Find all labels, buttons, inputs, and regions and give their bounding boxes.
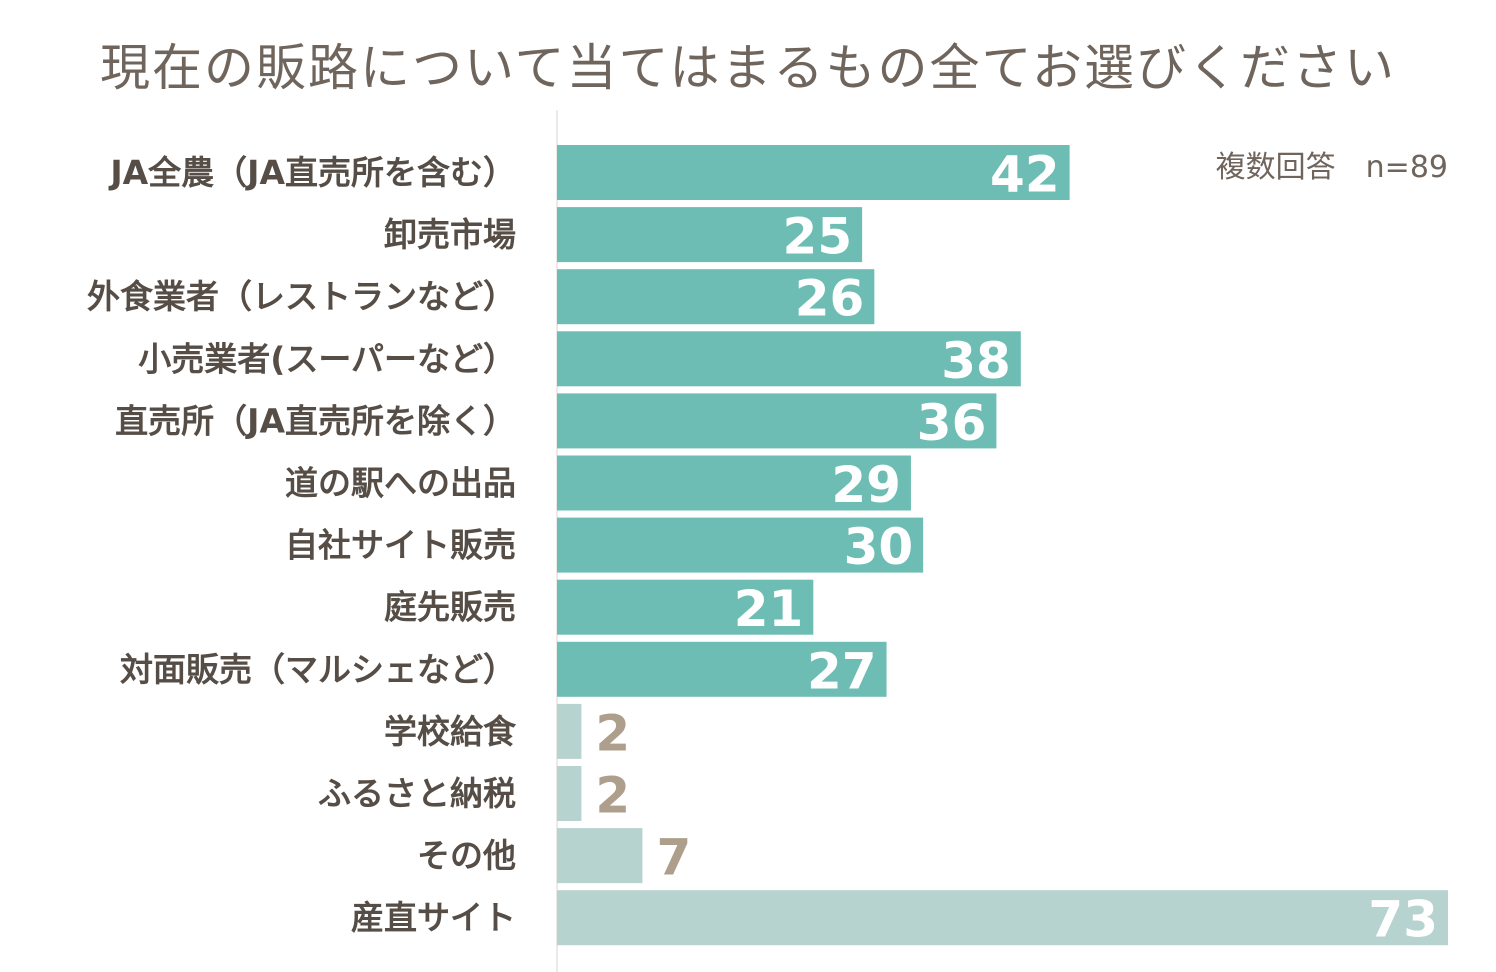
bar [557, 269, 875, 325]
value-label: 36 [917, 394, 987, 452]
bar [557, 207, 863, 263]
category-label: 道の駅への出品 [285, 464, 516, 503]
value-label: 27 [807, 642, 877, 700]
bar [557, 517, 924, 573]
value-label: 25 [783, 208, 853, 266]
bar [557, 331, 1021, 387]
category-label: 卸売市場 [384, 215, 516, 254]
value-label: 73 [1368, 891, 1438, 949]
bar [557, 703, 582, 759]
bar [557, 890, 1448, 946]
value-label: 2 [595, 704, 630, 762]
response-note: 複数回答 n=89 [1215, 150, 1448, 185]
value-label: 38 [941, 332, 1011, 390]
value-label: 42 [990, 146, 1060, 204]
value-label: 2 [595, 767, 630, 825]
bar [557, 393, 997, 449]
category-label: 対面販売（マルシェなど） [120, 650, 516, 689]
category-label: 小売業者(スーパーなど） [138, 339, 516, 378]
category-label: 自社サイト販売 [285, 526, 516, 565]
category-label: 直売所（JA直売所を除く） [115, 401, 516, 440]
bar [557, 766, 582, 821]
chart-title: 現在の販路について当てはまるもの全てお選びください [100, 39, 1396, 97]
category-label: ふるさと納税 [318, 774, 516, 813]
bar [557, 828, 643, 884]
bar [557, 455, 911, 511]
bar [557, 579, 814, 635]
category-label: その他 [417, 836, 516, 875]
category-label: 庭先販売 [384, 588, 516, 627]
category-label: 学校給食 [384, 712, 517, 751]
bar [557, 145, 1070, 200]
value-label: 26 [795, 270, 865, 328]
value-label: 7 [656, 829, 691, 887]
category-label: JA全農（JA直売所を含む） [108, 153, 516, 192]
category-label: 産直サイト [351, 898, 516, 937]
value-label: 29 [831, 456, 901, 514]
value-label: 21 [734, 580, 804, 638]
value-label: 30 [844, 518, 914, 576]
bar [557, 641, 887, 697]
category-label: 外食業者（レストランなど） [87, 277, 516, 316]
